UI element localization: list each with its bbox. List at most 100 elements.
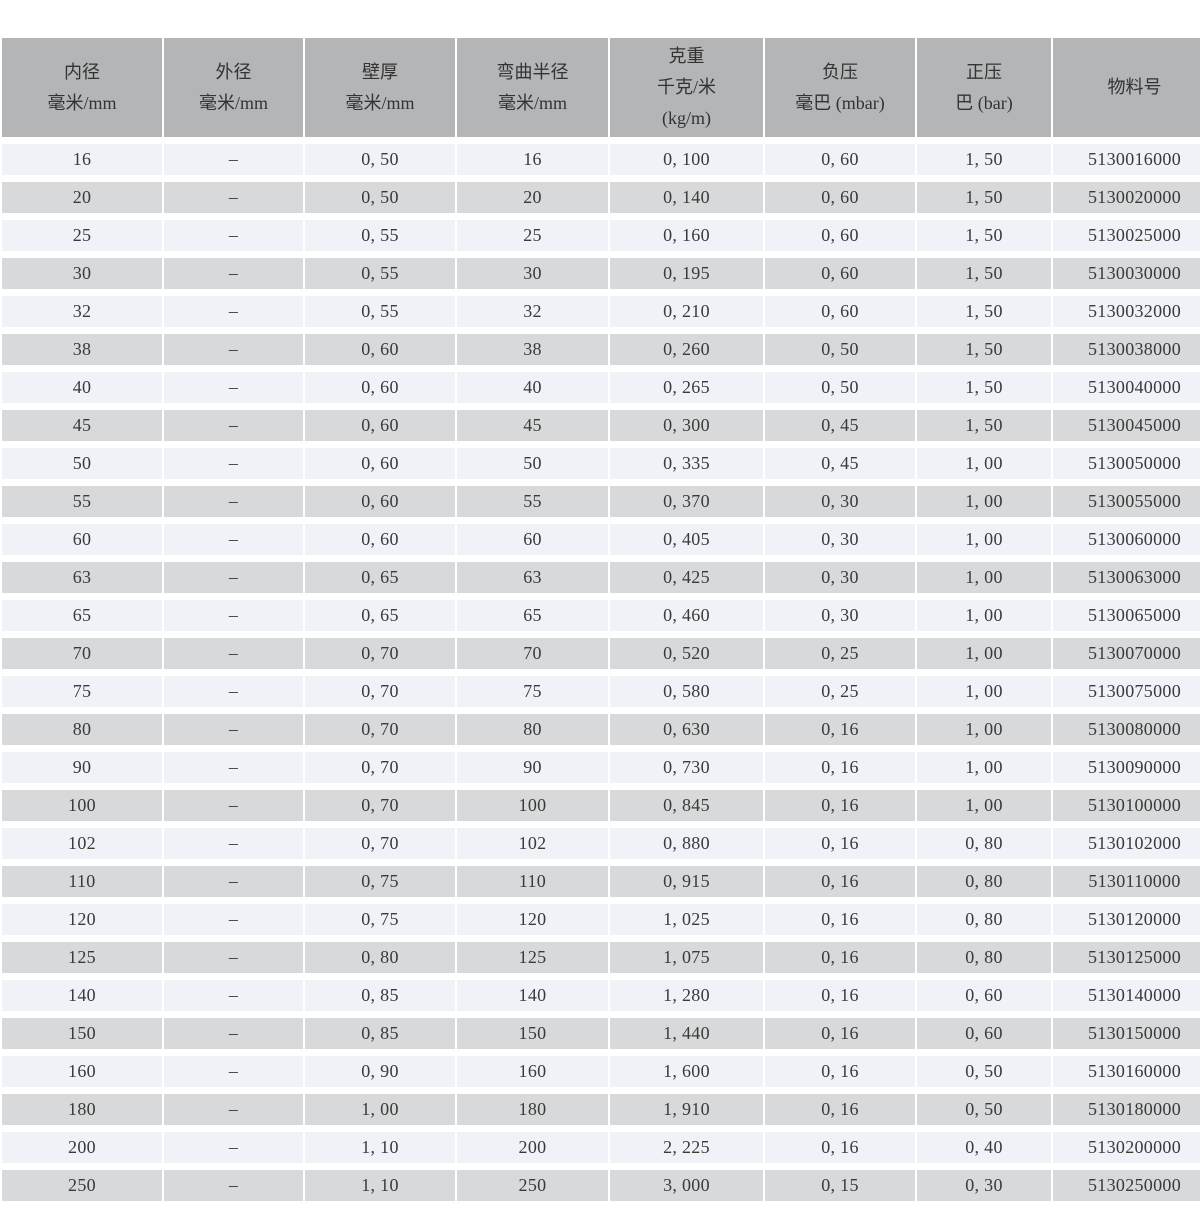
header-line: (kg/m)	[662, 108, 711, 128]
cell-material-number: 5130065000	[1053, 600, 1200, 631]
cell-weight: 0, 845	[610, 790, 763, 821]
cell-inner-diameter: 110	[2, 866, 162, 897]
cell-wall-thickness: 0, 65	[305, 600, 455, 631]
header-line: 毫米/mm	[47, 92, 117, 113]
cell-positive-pressure: 0, 60	[917, 1018, 1051, 1049]
cell-wall-thickness: 1, 00	[305, 1094, 455, 1125]
cell-wall-thickness: 0, 90	[305, 1056, 455, 1087]
cell-outer-diameter: –	[164, 486, 303, 517]
cell-weight: 0, 580	[610, 676, 763, 707]
cell-weight: 2, 225	[610, 1132, 763, 1163]
cell-negative-pressure: 0, 60	[765, 220, 915, 251]
cell-negative-pressure: 0, 30	[765, 524, 915, 555]
cell-wall-thickness: 0, 50	[305, 182, 455, 213]
cell-outer-diameter: –	[164, 562, 303, 593]
cell-weight: 0, 335	[610, 448, 763, 479]
cell-weight: 0, 265	[610, 372, 763, 403]
cell-weight: 0, 160	[610, 220, 763, 251]
cell-negative-pressure: 0, 16	[765, 714, 915, 745]
cell-inner-diameter: 125	[2, 942, 162, 973]
cell-bend-radius: 75	[457, 676, 608, 707]
cell-wall-thickness: 0, 75	[305, 866, 455, 897]
table-row: 90–0, 70 90 0, 730 0, 16 1, 00 5130090000	[2, 752, 1200, 783]
header-cell-positive-pressure: 正压巴 (bar)	[917, 38, 1051, 137]
cell-weight: 1, 075	[610, 942, 763, 973]
cell-negative-pressure: 0, 60	[765, 182, 915, 213]
cell-wall-thickness: 0, 60	[305, 486, 455, 517]
table-row: 70–0, 70 70 0, 520 0, 25 1, 00 5130070000	[2, 638, 1200, 669]
cell-positive-pressure: 1, 00	[917, 600, 1051, 631]
cell-bend-radius: 30	[457, 258, 608, 289]
cell-wall-thickness: 0, 75	[305, 904, 455, 935]
header-line: 负压	[822, 61, 858, 82]
cell-material-number: 5130110000	[1053, 866, 1200, 897]
table-row: 38–0, 60 38 0, 260 0, 50 1, 50 5130038000	[2, 334, 1200, 365]
cell-bend-radius: 125	[457, 942, 608, 973]
cell-positive-pressure: 1, 50	[917, 296, 1051, 327]
table-row: 20–0, 50 20 0, 140 0, 60 1, 50 5130020000	[2, 182, 1200, 213]
header-line: 毫巴 (mbar)	[795, 92, 885, 113]
cell-bend-radius: 63	[457, 562, 608, 593]
header-cell-inner-diameter: 内径 毫米/mm	[2, 38, 162, 137]
cell-material-number: 5130250000	[1053, 1170, 1200, 1201]
cell-positive-pressure: 1, 00	[917, 562, 1051, 593]
table-row: 102–0, 70 102 0, 880 0, 16 0, 80 5130102000	[2, 828, 1200, 859]
cell-weight: 0, 195	[610, 258, 763, 289]
cell-wall-thickness: 0, 70	[305, 676, 455, 707]
cell-bend-radius: 180	[457, 1094, 608, 1125]
cell-weight: 0, 730	[610, 752, 763, 783]
cell-inner-diameter: 102	[2, 828, 162, 859]
cell-material-number: 5130063000	[1053, 562, 1200, 593]
header-cell-outer-diameter: 外径 毫米/mm	[164, 38, 303, 137]
cell-negative-pressure: 0, 16	[765, 1132, 915, 1163]
cell-outer-diameter: –	[164, 904, 303, 935]
cell-bend-radius: 16	[457, 144, 608, 175]
cell-inner-diameter: 70	[2, 638, 162, 669]
header-line: 壁厚	[362, 61, 398, 82]
cell-inner-diameter: 160	[2, 1056, 162, 1087]
cell-material-number: 5130075000	[1053, 676, 1200, 707]
table-body: 16–0, 50 16 0, 100 0, 60 1, 50 5130016000 20–0…	[2, 144, 1200, 1201]
cell-wall-thickness: 0, 70	[305, 638, 455, 669]
cell-material-number: 5130090000	[1053, 752, 1200, 783]
cell-weight: 3, 000	[610, 1170, 763, 1201]
cell-inner-diameter: 150	[2, 1018, 162, 1049]
header-cell-material-number: 物料号	[1053, 38, 1200, 137]
cell-bend-radius: 100	[457, 790, 608, 821]
cell-material-number: 5130020000	[1053, 182, 1200, 213]
cell-negative-pressure: 0, 50	[765, 334, 915, 365]
cell-material-number: 5130080000	[1053, 714, 1200, 745]
table-row: 25–0, 55 25 0, 160 0, 60 1, 50 5130025000	[2, 220, 1200, 251]
cell-inner-diameter: 65	[2, 600, 162, 631]
cell-negative-pressure: 0, 60	[765, 258, 915, 289]
cell-negative-pressure: 0, 16	[765, 942, 915, 973]
cell-material-number: 5130180000	[1053, 1094, 1200, 1125]
table-row: 16–0, 50 16 0, 100 0, 60 1, 50 5130016000	[2, 144, 1200, 175]
table-row: 100–0, 70 100 0, 845 0, 16 1, 00 5130100000	[2, 790, 1200, 821]
cell-weight: 0, 915	[610, 866, 763, 897]
cell-positive-pressure: 1, 00	[917, 638, 1051, 669]
cell-inner-diameter: 80	[2, 714, 162, 745]
cell-bend-radius: 160	[457, 1056, 608, 1087]
cell-bend-radius: 38	[457, 334, 608, 365]
cell-positive-pressure: 0, 30	[917, 1170, 1051, 1201]
cell-wall-thickness: 0, 70	[305, 790, 455, 821]
cell-material-number: 5130102000	[1053, 828, 1200, 859]
cell-inner-diameter: 140	[2, 980, 162, 1011]
cell-material-number: 5130045000	[1053, 410, 1200, 441]
cell-inner-diameter: 16	[2, 144, 162, 175]
cell-inner-diameter: 63	[2, 562, 162, 593]
header-line: 正压	[966, 61, 1002, 82]
cell-weight: 1, 440	[610, 1018, 763, 1049]
cell-bend-radius: 110	[457, 866, 608, 897]
cell-bend-radius: 140	[457, 980, 608, 1011]
cell-material-number: 5130200000	[1053, 1132, 1200, 1163]
cell-material-number: 5130100000	[1053, 790, 1200, 821]
cell-negative-pressure: 0, 16	[765, 904, 915, 935]
header-line: 物料号	[1107, 77, 1162, 97]
cell-inner-diameter: 20	[2, 182, 162, 213]
cell-negative-pressure: 0, 16	[765, 980, 915, 1011]
cell-outer-diameter: –	[164, 752, 303, 783]
cell-bend-radius: 25	[457, 220, 608, 251]
cell-outer-diameter: –	[164, 372, 303, 403]
